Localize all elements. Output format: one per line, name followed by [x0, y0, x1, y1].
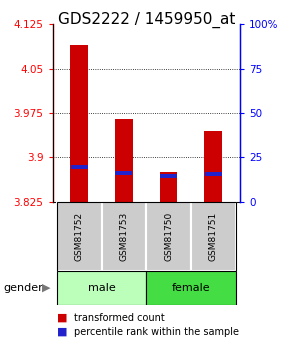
- Text: percentile rank within the sample: percentile rank within the sample: [74, 327, 238, 337]
- Bar: [102, 202, 146, 271]
- Bar: [160, 172, 178, 202]
- Text: gender: gender: [3, 283, 43, 293]
- Text: GDS2222 / 1459950_at: GDS2222 / 1459950_at: [58, 12, 236, 28]
- Text: ▶: ▶: [42, 283, 51, 293]
- Text: transformed count: transformed count: [74, 313, 164, 323]
- Bar: [160, 174, 177, 178]
- Text: male: male: [88, 283, 116, 293]
- Bar: [70, 45, 88, 202]
- Text: GSM81752: GSM81752: [75, 212, 84, 261]
- Bar: [115, 119, 133, 202]
- Bar: [57, 271, 146, 305]
- Bar: [146, 202, 191, 271]
- Text: GSM81751: GSM81751: [209, 212, 218, 261]
- Bar: [204, 131, 222, 202]
- Text: female: female: [172, 283, 210, 293]
- Bar: [191, 202, 236, 271]
- Bar: [71, 165, 88, 169]
- Text: GSM81750: GSM81750: [164, 212, 173, 261]
- Bar: [146, 271, 236, 305]
- Text: ■: ■: [57, 327, 68, 337]
- Bar: [116, 171, 132, 176]
- Bar: [57, 202, 102, 271]
- Text: GSM81753: GSM81753: [119, 212, 128, 261]
- Text: ■: ■: [57, 313, 68, 323]
- Bar: [205, 172, 222, 176]
